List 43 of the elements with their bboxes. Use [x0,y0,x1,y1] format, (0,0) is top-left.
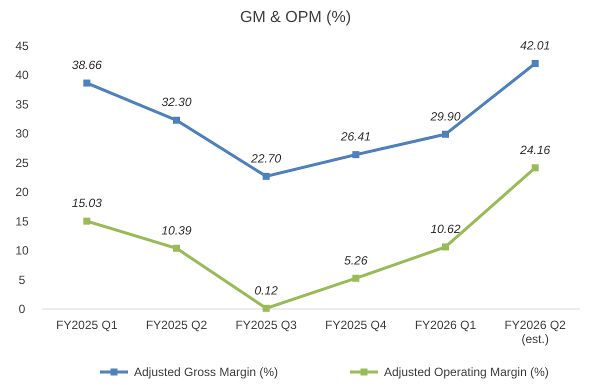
data-label: 22.70 [250,151,282,166]
x-tick-label: FY2026 Q2 (est.) [504,318,566,346]
point [532,164,539,172]
data-label: 24.16 [519,142,551,157]
data-label: 29.90 [429,109,461,124]
point [83,218,90,225]
y-tick-label: 35 [15,97,29,112]
x-tick-label: FY2025 Q3 [235,318,298,332]
x-tick-label: FY2025 Q1 [56,318,118,332]
point [352,274,360,282]
data-label: 26.41 [340,130,371,144]
y-tick-label: 10 [15,244,29,258]
y-tick-label: 0 [18,302,26,316]
data-label: 5.26 [344,253,368,268]
y-tick-label: 5 [18,272,26,287]
data-label: 32.30 [161,95,192,110]
legend-label: Adjusted Operating Margin (%) [384,365,549,379]
point [352,151,360,158]
y-tick-label: 40 [15,68,29,82]
x-tick-label: FY2026 Q1 [414,318,477,332]
y-tick-label: 20 [15,185,29,200]
point [442,243,449,250]
chart-title: GM & OPM (%) [240,9,352,26]
data-label: 10.62 [430,222,461,236]
x-tick-label: FY2025 Q2 [146,318,208,332]
point [173,244,180,252]
y-tick-label: 45 [15,39,29,53]
y-tick-label: 25 [15,156,29,170]
point [442,130,449,138]
point [262,172,270,180]
data-label: 38.66 [72,58,102,72]
point [532,60,539,67]
y-tick-label: 30 [15,126,29,141]
data-label: 42.01 [520,38,550,52]
y-tick-label: 15 [15,214,29,228]
legend-label: Adjusted Gross Margin (%) [134,365,278,379]
point [173,116,180,124]
x-tick-label: FY2025 Q4 [325,318,387,332]
data-label: 15.03 [72,196,102,210]
point [262,304,270,312]
data-label: 0.12 [254,283,278,298]
point [83,80,90,87]
data-label: 10.39 [161,223,192,238]
